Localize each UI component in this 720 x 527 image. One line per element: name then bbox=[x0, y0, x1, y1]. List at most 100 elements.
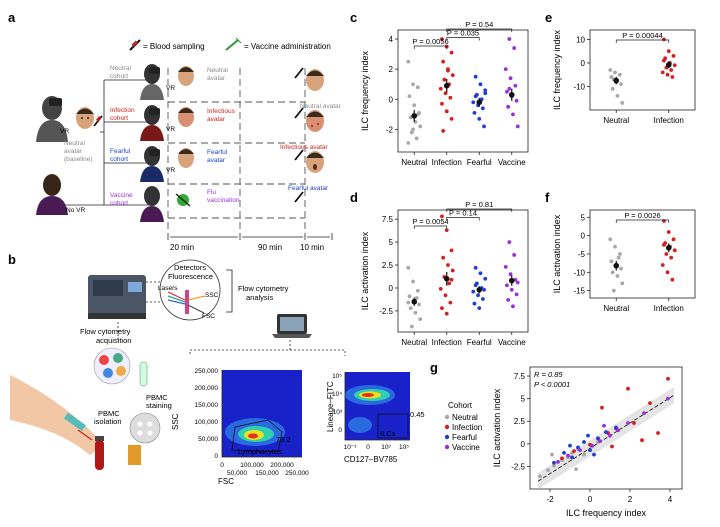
stim-label-3-1: vaccination bbox=[207, 197, 240, 204]
ssc-tick-5: 0 bbox=[214, 453, 218, 460]
chart-c: -2 0 2 4 Neutral Infection Fearful Vaccine ILC f… bbox=[360, 20, 529, 167]
lymphocyte-gate-percent: 73.2 bbox=[276, 435, 291, 444]
cd127-tick-1: 0 bbox=[366, 444, 370, 451]
tube-icon bbox=[139, 361, 148, 387]
chart-c-point-vaccine-5 bbox=[505, 89, 509, 94]
chart-d-mean-1 bbox=[443, 275, 450, 282]
chart-f-point-infection-10 bbox=[670, 277, 675, 282]
chart-d-pvalue-1: P = 0.14 bbox=[449, 209, 477, 218]
chart-c-point-fearful-5 bbox=[471, 100, 476, 105]
chart-f-ylabel: ILC activation index bbox=[552, 214, 562, 293]
chart-e-point-infection-0 bbox=[662, 37, 666, 42]
pbmc-isolation-plate-icon bbox=[129, 412, 161, 444]
chart-d-point-fearful-10 bbox=[482, 287, 486, 292]
chart-f-ytick-1: -10 bbox=[573, 268, 585, 277]
chart-f-ytick-3: 0 bbox=[581, 232, 586, 241]
chart-d-xtick-1: Infection bbox=[432, 338, 462, 347]
chart-d-point-vaccine-5 bbox=[505, 283, 509, 288]
chart-c-xtick-2: Fearful bbox=[467, 158, 492, 167]
chart-f-point-infection-1 bbox=[666, 230, 671, 234]
blood-sampling-icon bbox=[129, 39, 141, 51]
chart-c-point-fearful-9 bbox=[477, 116, 482, 121]
fsc-ssc-axes bbox=[221, 370, 302, 458]
cohort-label-1-1: cohort bbox=[110, 115, 128, 122]
chart-c-point-neutral-3 bbox=[407, 94, 412, 99]
chart-e-bracket-0 bbox=[615, 39, 670, 43]
no-vr-person-icon bbox=[36, 174, 68, 215]
stim-label-0-1: avatar bbox=[207, 75, 226, 82]
cohort-label-0-0: Neutral bbox=[110, 65, 132, 72]
chart-c-point-infection-8 bbox=[438, 86, 443, 91]
chart-c-pvalue-2: P = 0.54 bbox=[465, 20, 493, 29]
panel-label-c: c bbox=[350, 10, 357, 25]
chart-d-ytick-3: 5 bbox=[389, 238, 394, 247]
panel-label-f: f bbox=[545, 190, 550, 205]
chart-c-point-fearful-10 bbox=[482, 124, 486, 129]
chart-g-ytick-4: 7.5 bbox=[514, 372, 526, 381]
blood-tube-icon bbox=[95, 436, 104, 470]
chart-e-point-neutral-1 bbox=[613, 70, 617, 75]
fsc-tick-0: 0 bbox=[220, 462, 224, 469]
panel-label-a: a bbox=[8, 10, 16, 25]
panel-label-e: e bbox=[545, 10, 552, 25]
chart-e-point-infection-9 bbox=[665, 72, 670, 77]
end-infectious-face-icon bbox=[306, 110, 324, 132]
chart-g-point-fearful-4 bbox=[582, 440, 586, 444]
chart-d-xtick-2: Fearful bbox=[467, 338, 492, 347]
chart-f-xtick-0: Neutral bbox=[603, 304, 629, 313]
legend-vaccine-administration: = Vaccine administration bbox=[244, 42, 331, 51]
chart-g-point-neutral-1 bbox=[546, 468, 550, 472]
flow-acquisition-line-2: acquisition bbox=[96, 336, 131, 345]
vr-headset-icon-0 bbox=[149, 67, 160, 74]
chart-f-point-neutral-0 bbox=[608, 237, 613, 242]
stim-vr-label-2: VR bbox=[166, 167, 175, 174]
chart-d-ytick-4: 7.5 bbox=[382, 215, 394, 224]
chart-e-point-neutral-5 bbox=[619, 82, 623, 87]
panel-label-g: g bbox=[430, 360, 438, 375]
chart-d-point-infection-0 bbox=[440, 214, 444, 219]
stim-person-body-0 bbox=[140, 84, 164, 100]
pbmc-staining-line-2: staining bbox=[146, 401, 172, 410]
panel-b-flow-cytometry: Detectors Fluorescence Lasers SSC FSC Fl… bbox=[10, 259, 425, 486]
chart-c-point-vaccine-11 bbox=[507, 86, 512, 91]
chart-g-point-neutral-2 bbox=[552, 463, 556, 468]
end-label-infectious: Infectious avatar bbox=[280, 144, 329, 151]
chart-c-ytick-1: 0 bbox=[389, 95, 394, 104]
chart-g-point-fearful-0 bbox=[552, 460, 556, 465]
chart-c-point-vaccine-10 bbox=[515, 124, 520, 129]
chart-e-point-infection-10 bbox=[670, 75, 675, 79]
time-20-min: 20 min bbox=[170, 243, 194, 252]
chart-d-point-neutral-5 bbox=[417, 302, 421, 307]
chart-c-point-vaccine-3 bbox=[508, 76, 513, 81]
chart-d-point-fearful-8 bbox=[472, 301, 477, 306]
arm-blood-draw-icon bbox=[10, 375, 97, 455]
pbmc-staining-dish-icon bbox=[93, 347, 131, 385]
chart-d-point-neutral-6 bbox=[408, 306, 413, 311]
chart-g-legend-title: Cohort bbox=[448, 401, 473, 410]
chart-f-bracket-0 bbox=[615, 219, 670, 223]
ssc-tick-0: 250,000 bbox=[195, 368, 219, 375]
fsc-tick-5: 250,000 bbox=[285, 470, 309, 477]
chart-f-point-neutral-6 bbox=[610, 270, 615, 275]
chart-d-point-infection-8 bbox=[438, 286, 443, 291]
centrifuge-tube-icon bbox=[128, 445, 141, 465]
stim-label-3-0: Flu bbox=[207, 189, 216, 196]
chart-g-ytick-2: 2.5 bbox=[514, 417, 526, 426]
chart-g-legend-marker-3 bbox=[444, 444, 450, 450]
chart-d-point-fearful-5 bbox=[471, 289, 476, 294]
stim-label-1-1: avatar bbox=[207, 116, 226, 123]
chart-g-ytick-0: -2.5 bbox=[511, 462, 525, 471]
chart-g-point-fearful-2 bbox=[570, 455, 574, 460]
chart-e-xtick-0: Neutral bbox=[603, 116, 629, 125]
ilc-gate-percent: 0.45 bbox=[410, 410, 425, 419]
chart-g-xtick-0: -2 bbox=[546, 495, 554, 504]
chart-g-xtick-3: 4 bbox=[668, 495, 673, 504]
chart-f-xtick-1: Infection bbox=[654, 304, 684, 313]
chart-c-bracket-1 bbox=[446, 37, 480, 41]
chart-c-point-fearful-13 bbox=[483, 91, 488, 96]
optics-circle bbox=[159, 259, 221, 321]
chart-e-mean-1 bbox=[665, 62, 672, 68]
chart-d-point-neutral-0 bbox=[406, 265, 411, 270]
chart-e-pvalue-0: P = 0.00044 bbox=[622, 31, 663, 40]
